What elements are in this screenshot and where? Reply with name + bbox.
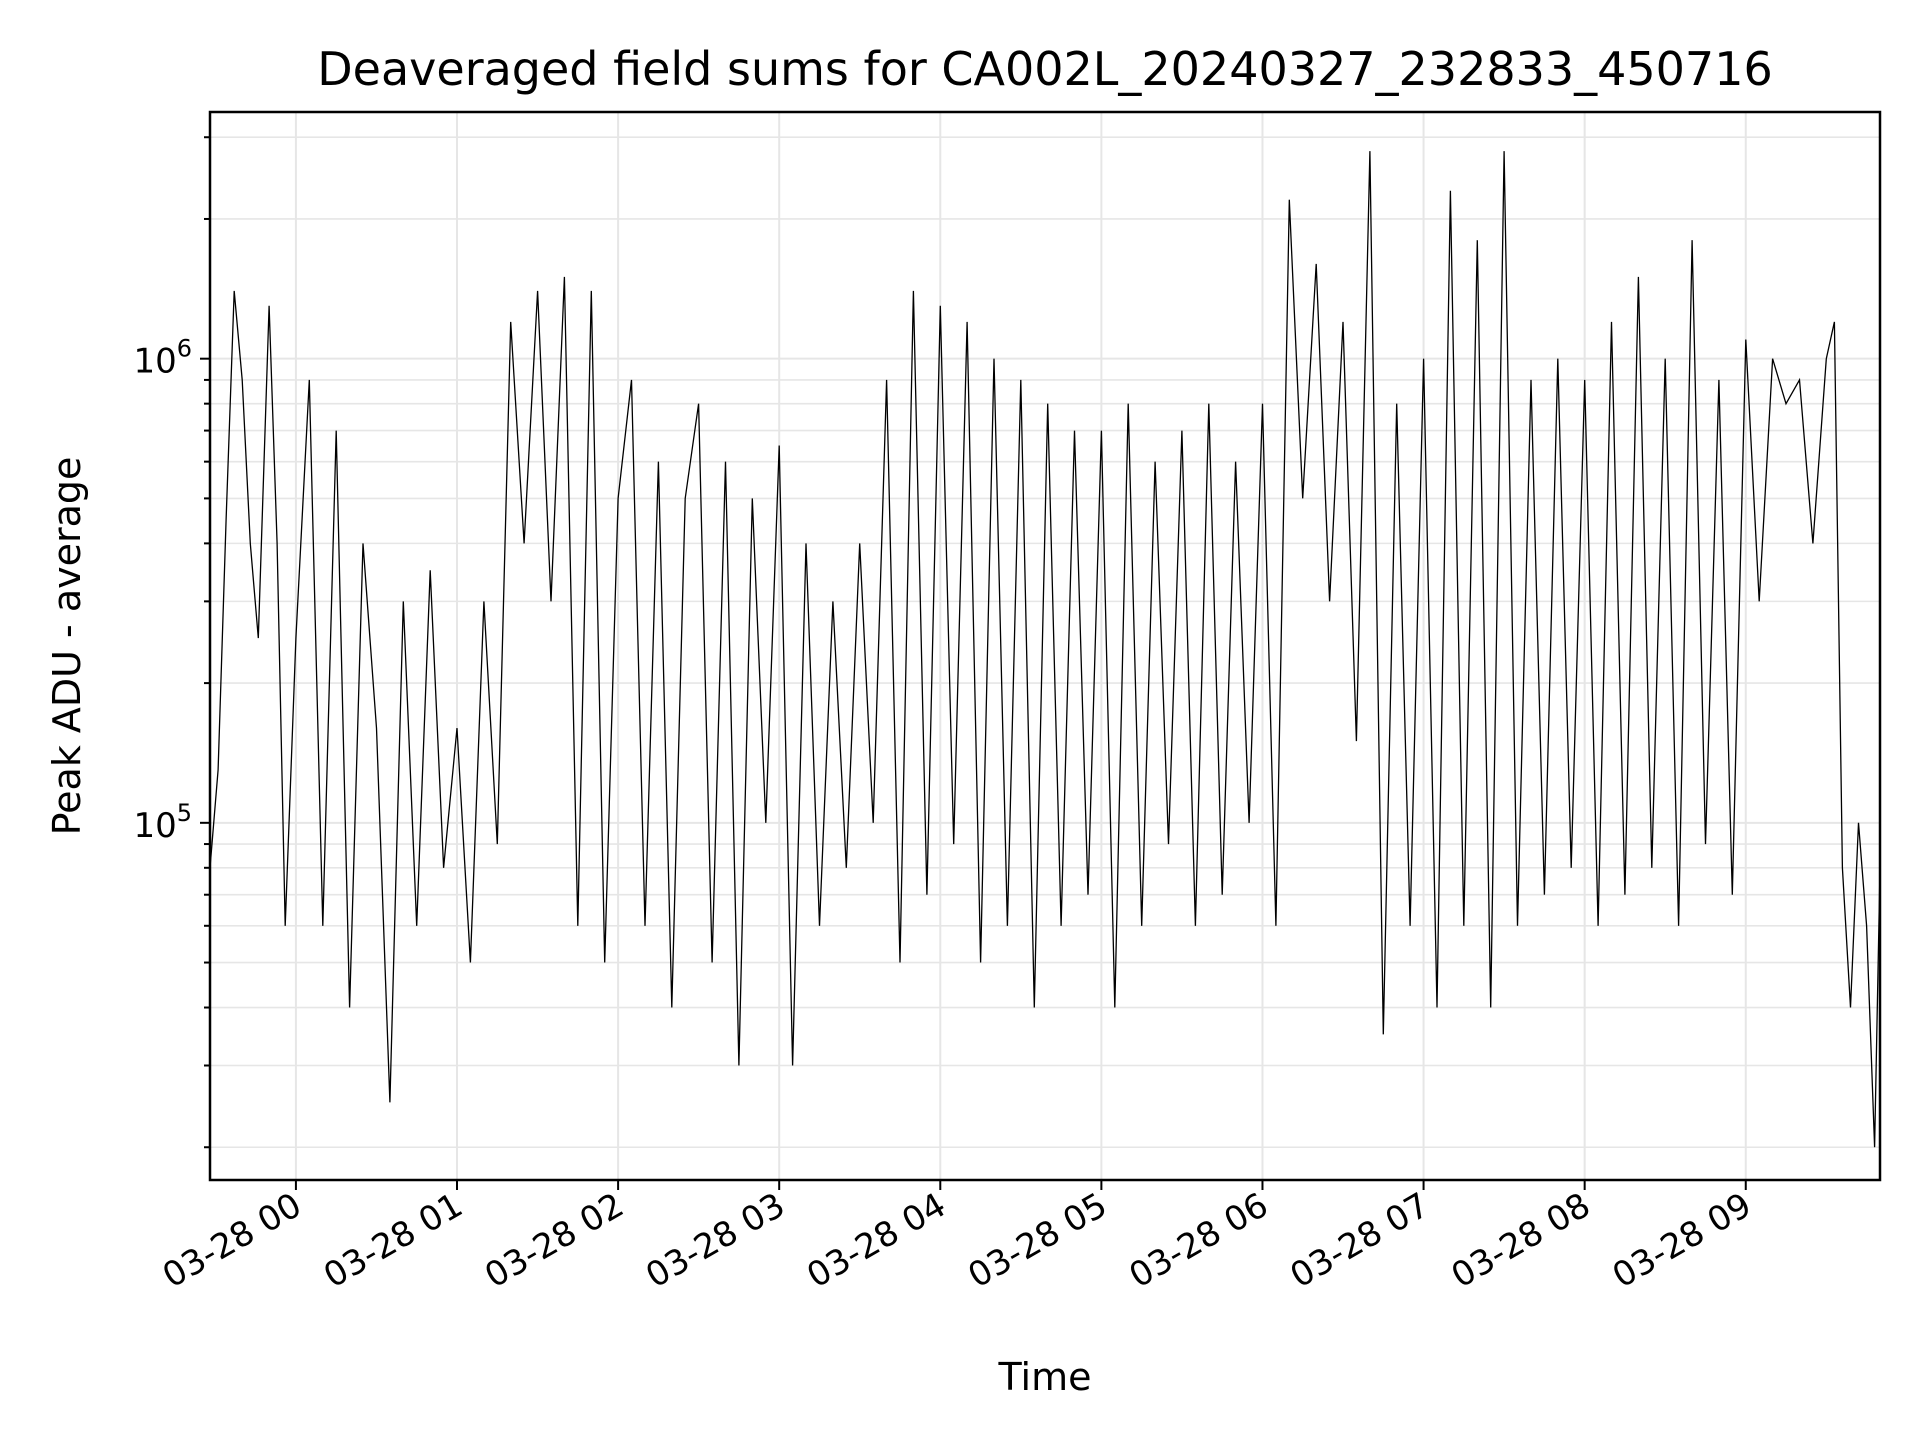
y-tick-label-exponent: 5 [177, 799, 192, 827]
y-tick-label: 106 [133, 335, 192, 382]
x-axis-label: Time [998, 1355, 1092, 1399]
y-tick-label-base: 10 [133, 806, 176, 846]
y-tick-label-exponent: 6 [177, 335, 192, 363]
grid-lines [210, 112, 1880, 1180]
plot-area-frame [208, 110, 1882, 1182]
series-line [209, 151, 1881, 1148]
y-axis-label: Peak ADU - average [45, 457, 89, 836]
y-tick-label: 105 [133, 799, 192, 846]
chart-title: Deaveraged field sums for CA002L_2024032… [317, 42, 1772, 96]
y-tick-label-base: 10 [133, 342, 176, 382]
series-layer [209, 151, 1881, 1148]
